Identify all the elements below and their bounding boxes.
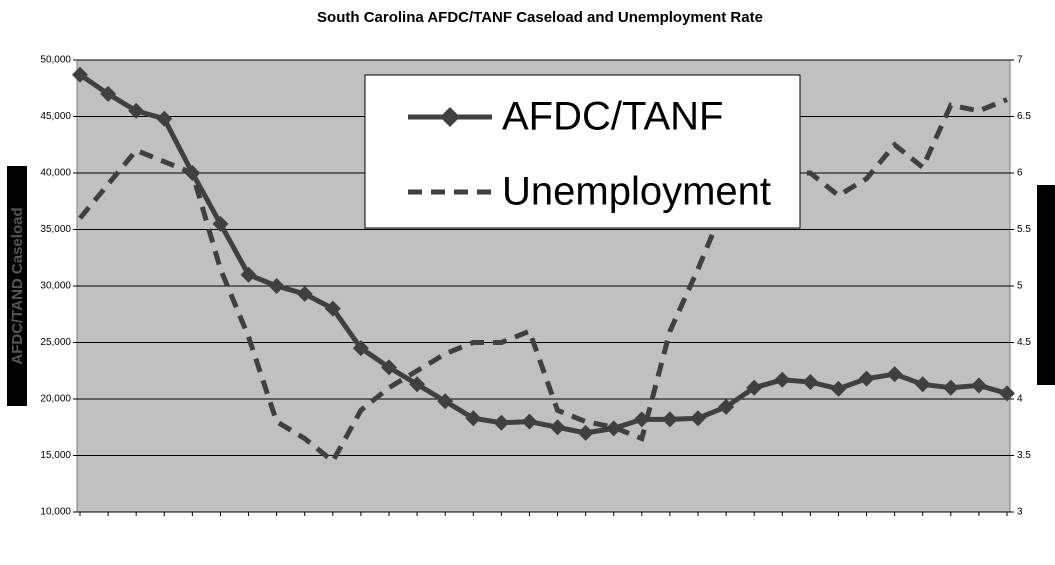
point-marker — [690, 410, 706, 427]
y-tick-label: 25,000 — [40, 337, 71, 348]
y2-tick-label: 7 — [1017, 55, 1023, 66]
point-marker — [409, 376, 426, 393]
series-line — [78, 97, 1008, 465]
point-marker — [381, 359, 397, 376]
y2-tick-label: 6 — [1017, 168, 1023, 179]
point-marker — [465, 410, 482, 427]
y2-tick-label: 5 — [1017, 281, 1023, 292]
point-marker — [858, 370, 875, 387]
y-tick-label: 30,000 — [40, 281, 71, 292]
y-axis-label: AFDC/TAND Caseload — [9, 207, 26, 364]
point-marker — [493, 414, 510, 431]
y-tick-label: 35,000 — [40, 224, 71, 235]
point-marker — [999, 385, 1015, 402]
point-marker — [521, 413, 538, 430]
point-marker — [914, 376, 931, 393]
point-marker — [212, 215, 229, 232]
point-marker — [746, 379, 763, 396]
legend-label: Unemployment — [502, 170, 771, 214]
point-marker — [942, 379, 959, 396]
point-marker — [718, 398, 735, 415]
series-line — [78, 72, 1008, 436]
point-marker — [324, 300, 341, 317]
y-axis-label-box — [7, 166, 27, 406]
point-marker — [970, 377, 987, 394]
y-tick-label: 40,000 — [40, 168, 71, 179]
y-tick-label: 15,000 — [40, 450, 71, 461]
point-marker — [437, 393, 454, 410]
y2-axis-label-box — [1037, 185, 1055, 385]
y-tick-label: 10,000 — [40, 507, 71, 518]
y2-tick-label: 3.5 — [1017, 450, 1031, 461]
point-marker — [240, 266, 257, 283]
point-marker — [100, 85, 117, 102]
legend-box — [364, 74, 801, 229]
point-marker — [605, 420, 622, 437]
y2-tick-label: 4 — [1017, 394, 1023, 405]
point-marker — [830, 380, 847, 397]
chart-title: South Carolina AFDC/TANF Caseload and Un… — [317, 9, 763, 26]
y2-tick-label: 3 — [1017, 507, 1023, 518]
point-marker — [268, 278, 285, 294]
y-tick-label: 45,000 — [40, 111, 71, 122]
y2-tick-label: 4.5 — [1017, 337, 1031, 348]
point-marker — [661, 411, 678, 428]
legend-marker — [440, 107, 460, 127]
legend-label: AFDC/TANF — [502, 95, 723, 139]
y-axis-label-group: AFDC/TAND Caseload — [7, 166, 27, 406]
y-tick-label: 20,000 — [40, 394, 71, 405]
point-marker — [549, 419, 566, 436]
y2-tick-label: 6.5 — [1017, 111, 1031, 122]
point-marker — [577, 424, 594, 441]
point-marker — [296, 285, 313, 302]
point-marker — [352, 340, 369, 357]
y2-tick-label: 5.5 — [1017, 224, 1031, 235]
point-marker — [886, 366, 903, 383]
point-marker — [802, 374, 819, 391]
y-tick-label: 50,000 — [40, 55, 71, 66]
point-marker — [128, 102, 145, 119]
point-marker — [156, 110, 173, 127]
point-marker — [774, 371, 791, 388]
point-marker — [72, 66, 88, 83]
